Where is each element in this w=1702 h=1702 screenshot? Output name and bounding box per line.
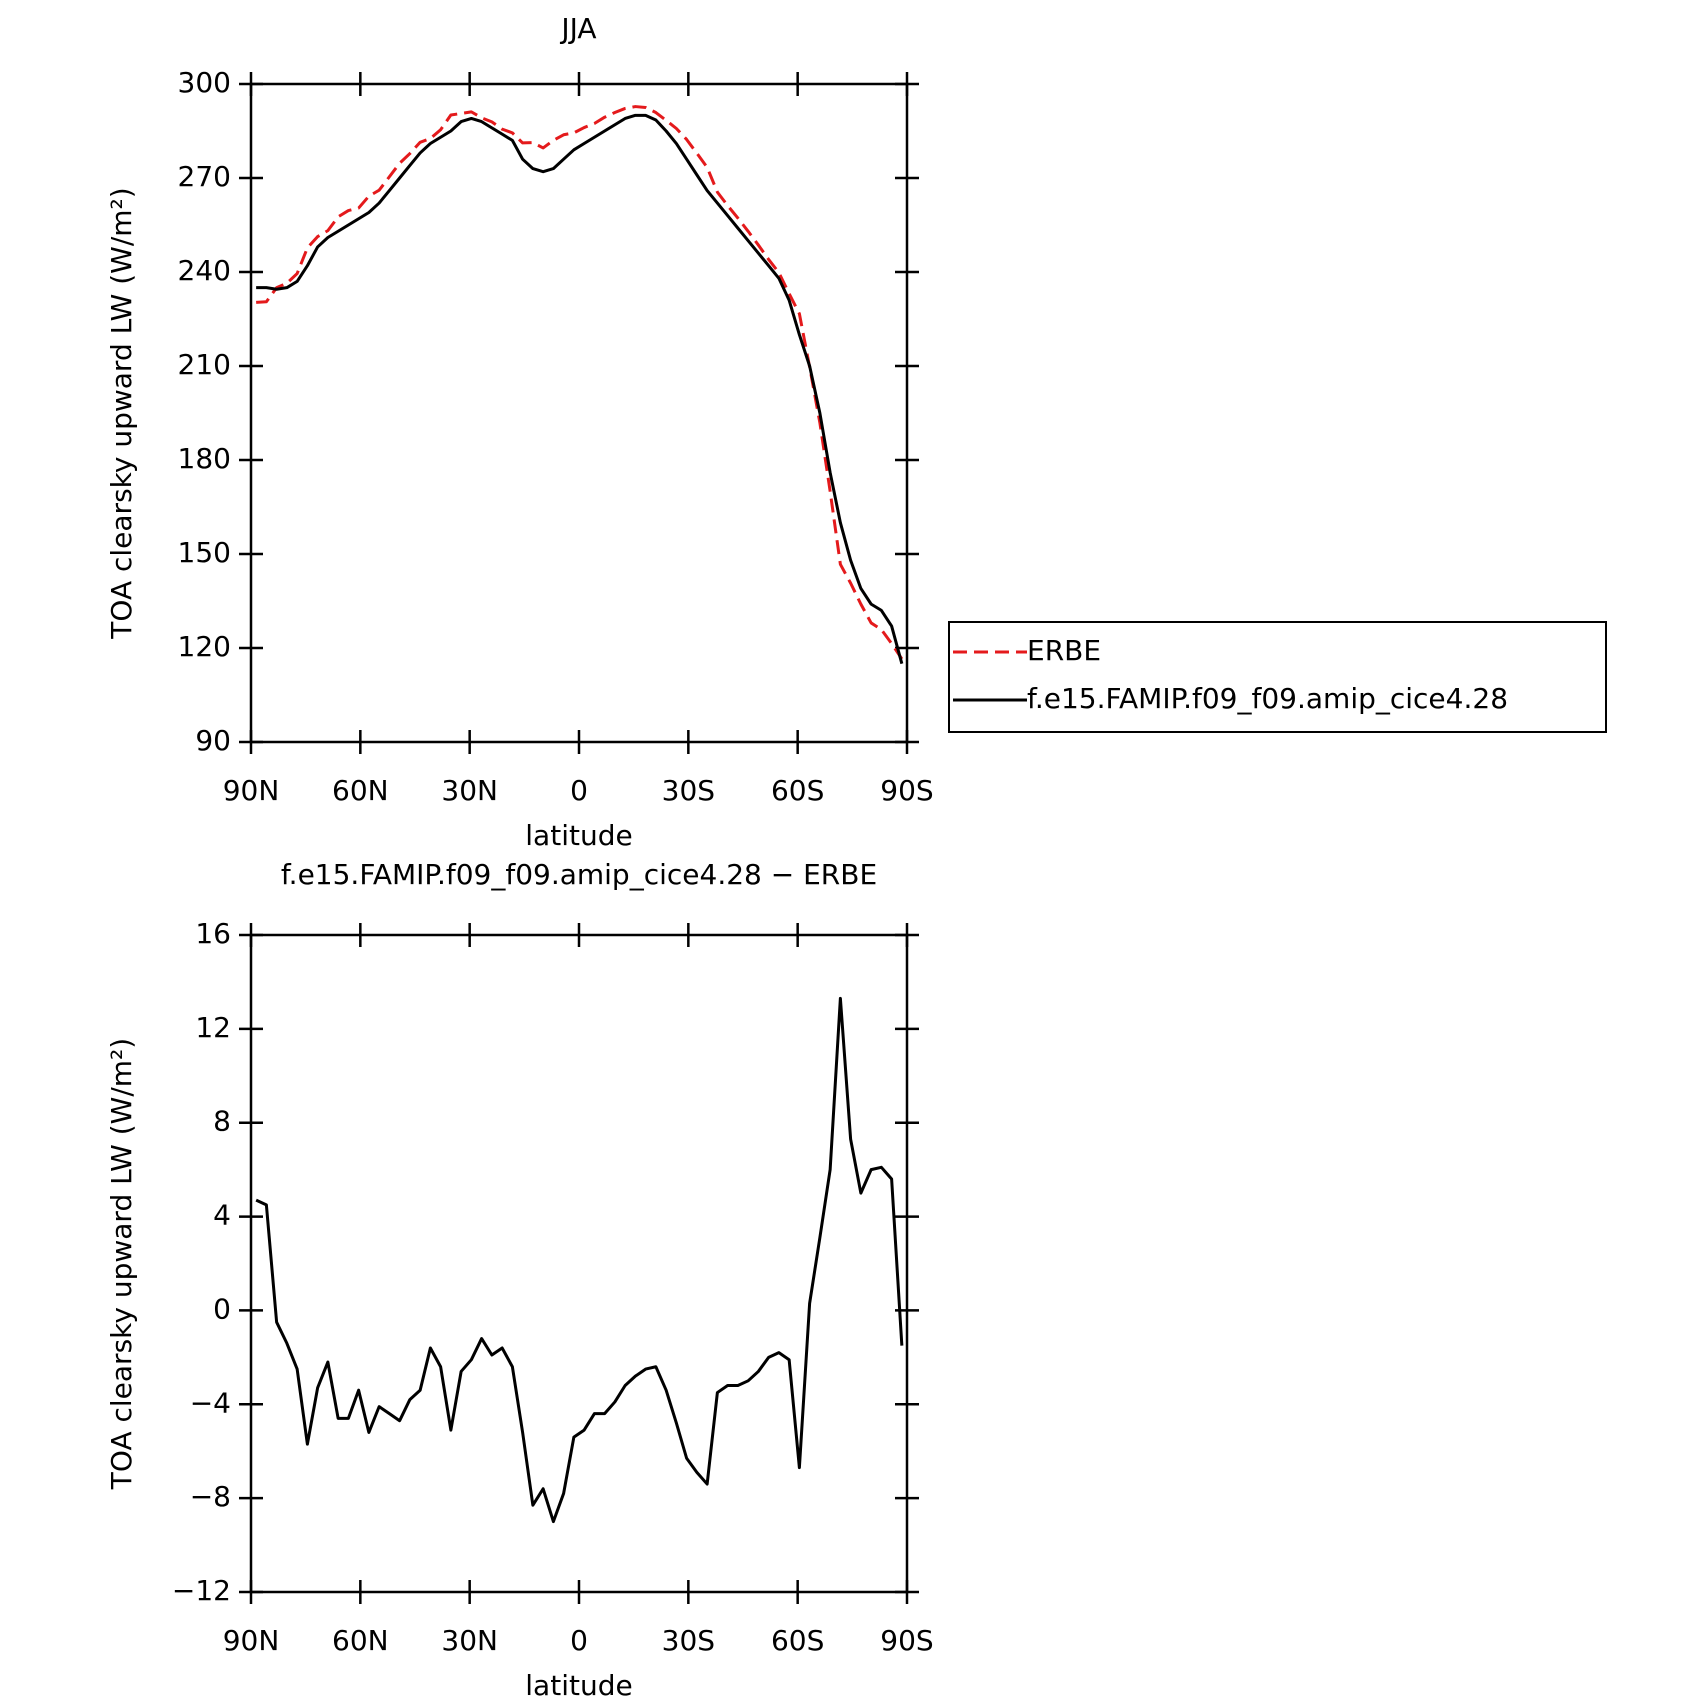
data-line xyxy=(255,996,904,1524)
y-tick-label: 270 xyxy=(178,160,231,193)
y-tick-label: 12 xyxy=(195,1011,231,1044)
x-tick-label: 60N xyxy=(332,1624,389,1657)
data-line xyxy=(256,113,904,665)
y-tick-label: 150 xyxy=(178,536,231,569)
x-tick-label: 30S xyxy=(662,774,715,807)
plot-frame xyxy=(249,82,909,744)
x-tick-label: 0 xyxy=(570,774,588,807)
x-tick-label: 90N xyxy=(223,774,280,807)
y-tick-label: 16 xyxy=(195,917,231,950)
y-tick-label: 90 xyxy=(195,724,231,757)
y-tick-label: −12 xyxy=(172,1574,231,1607)
legend-box xyxy=(948,621,1607,733)
legend-label: f.e15.FAMIP.f09_f09.amip_cice4.28 xyxy=(1027,682,1508,715)
y-tick-label: 240 xyxy=(178,254,231,287)
plot-frame xyxy=(249,933,909,1594)
chart-title: f.e15.FAMIP.f09_f09.amip_cice4.28 − ERBE xyxy=(281,858,877,891)
y-tick-label: 4 xyxy=(213,1199,231,1232)
y-tick-label: 300 xyxy=(178,66,231,99)
x-tick-label: 30S xyxy=(662,1624,715,1657)
x-tick-label: 30N xyxy=(441,1624,498,1657)
y-tick-label: 8 xyxy=(213,1105,231,1138)
x-tick-label: 90N xyxy=(223,1624,280,1657)
chart-title: JJA xyxy=(559,12,596,45)
y-tick-label: −8 xyxy=(190,1480,231,1513)
legend-label: ERBE xyxy=(1027,634,1101,667)
y-axis-label: TOA clearsky upward LW (W/m²) xyxy=(105,187,138,639)
x-axis-label: latitude xyxy=(525,1669,632,1702)
y-tick-label: 210 xyxy=(178,348,231,381)
x-tick-label: 90S xyxy=(880,1624,933,1657)
y-tick-label: 120 xyxy=(178,630,231,663)
x-tick-label: 60N xyxy=(332,774,389,807)
x-tick-label: 60S xyxy=(771,774,824,807)
data-line xyxy=(256,105,904,660)
x-tick-label: 30N xyxy=(441,774,498,807)
y-tick-label: 0 xyxy=(213,1292,231,1325)
x-tick-label: 90S xyxy=(880,774,933,807)
x-tick-label: 0 xyxy=(570,1624,588,1657)
x-tick-label: 60S xyxy=(771,1624,824,1657)
y-tick-label: 180 xyxy=(178,442,231,475)
x-axis-label: latitude xyxy=(525,819,632,852)
y-tick-label: −4 xyxy=(190,1386,231,1419)
y-axis-label: TOA clearsky upward LW (W/m²) xyxy=(105,1038,138,1490)
